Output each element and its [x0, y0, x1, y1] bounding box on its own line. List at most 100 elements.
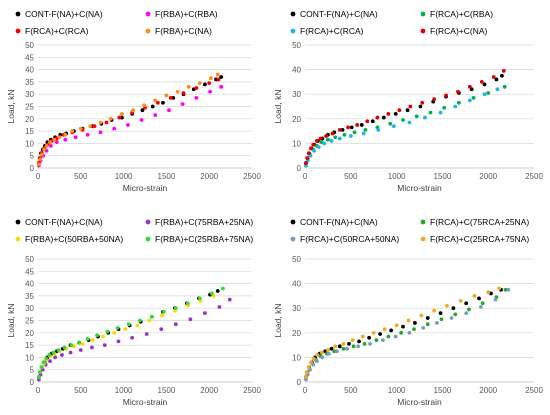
x-tick-label: 0 — [303, 386, 308, 395]
data-point — [90, 338, 95, 343]
data-point — [144, 332, 149, 336]
y-tick-label: 10 — [25, 139, 34, 148]
data-point — [315, 353, 320, 357]
y-tick-label: 45 — [25, 53, 34, 62]
x-axis-title: Micro-strain — [123, 397, 168, 407]
legend-marker — [290, 236, 296, 242]
data-point — [503, 287, 508, 292]
legend-marker — [15, 11, 21, 17]
data-point — [332, 349, 337, 354]
data-point — [445, 303, 449, 308]
data-point — [304, 161, 308, 165]
data-point — [421, 325, 426, 330]
legend-label: F(RBA)+C(75RBA+25NA) — [155, 217, 253, 227]
data-point — [44, 143, 49, 148]
data-point — [320, 350, 324, 355]
data-point — [342, 132, 347, 137]
data-point — [188, 317, 193, 322]
data-point — [88, 124, 93, 129]
legend-label: F(RBA)+C(RBA) — [155, 9, 218, 19]
x-tick-label: 1500 — [158, 386, 176, 395]
data-point — [142, 103, 147, 108]
data-point — [63, 137, 68, 142]
data-point — [389, 328, 394, 333]
data-point — [38, 157, 43, 162]
data-point — [168, 95, 173, 100]
data-point — [175, 89, 180, 94]
x-tick-label: 2500 — [243, 172, 261, 181]
data-point — [371, 330, 376, 335]
data-point — [116, 339, 121, 344]
data-point — [425, 322, 430, 327]
data-point — [104, 120, 109, 125]
data-series — [304, 287, 503, 379]
data-point — [194, 86, 199, 90]
data-point — [444, 93, 448, 98]
data-point — [414, 114, 419, 119]
data-point — [85, 132, 90, 137]
data-point — [315, 359, 319, 363]
data-point — [326, 351, 331, 356]
data-point — [135, 323, 140, 328]
data-point — [220, 286, 225, 291]
legend-label: CONT-F(NA)+C(NA) — [25, 217, 103, 227]
data-point — [161, 100, 165, 105]
data-point — [381, 115, 386, 120]
y-tick-label: 35 — [25, 292, 34, 301]
data-point — [432, 97, 437, 102]
data-point — [386, 334, 391, 339]
data-point — [312, 148, 317, 153]
data-point — [112, 330, 117, 335]
x-tick-label: 1500 — [434, 386, 452, 395]
data-point — [349, 125, 354, 130]
data-point — [467, 307, 471, 312]
data-point — [363, 127, 368, 132]
data-point — [181, 91, 186, 95]
legend-label: F(RCA)+C(RBA) — [430, 9, 493, 19]
data-series — [304, 68, 506, 165]
data-point — [506, 287, 511, 292]
data-point — [112, 126, 117, 131]
data-point — [68, 350, 73, 355]
data-point — [203, 311, 207, 316]
data-point — [219, 75, 224, 79]
y-axis-title: Load, kN — [6, 303, 16, 337]
data-point — [95, 333, 99, 338]
data-point — [52, 137, 57, 142]
data-point — [119, 111, 124, 116]
x-tick-label: 1000 — [115, 386, 133, 395]
data-point — [378, 332, 383, 336]
data-series — [36, 84, 224, 168]
data-point — [322, 141, 327, 146]
data-point — [48, 143, 53, 148]
y-tick-label: 40 — [292, 280, 301, 289]
data-point — [423, 115, 427, 120]
y-tick-label: 50 — [25, 255, 34, 264]
data-point — [453, 104, 458, 109]
data-point — [456, 100, 461, 105]
x-tick-label: 0 — [36, 386, 41, 395]
data-point — [54, 140, 59, 145]
data-point — [209, 76, 213, 81]
data-series — [304, 286, 502, 379]
data-point — [311, 356, 316, 361]
data-point — [333, 135, 338, 140]
y-tick-label: 0 — [297, 164, 302, 173]
data-point — [467, 84, 472, 89]
data-point — [149, 314, 154, 319]
data-point — [153, 98, 158, 103]
data-point — [438, 110, 443, 115]
data-point — [374, 338, 379, 343]
data-point — [311, 362, 316, 367]
data-point — [207, 81, 212, 86]
y-tick-label: 30 — [25, 90, 34, 99]
chart-panel-bottom-right: 0 10 20 30 40 50 0 500 1000 1500 2000 2500 Micro-str… — [273, 208, 550, 415]
y-tick-label: 40 — [25, 280, 34, 289]
x-tick-label: 2000 — [479, 172, 497, 181]
data-point — [333, 344, 338, 349]
data-series — [304, 287, 511, 382]
data-point — [44, 356, 49, 361]
data-point — [365, 119, 370, 124]
